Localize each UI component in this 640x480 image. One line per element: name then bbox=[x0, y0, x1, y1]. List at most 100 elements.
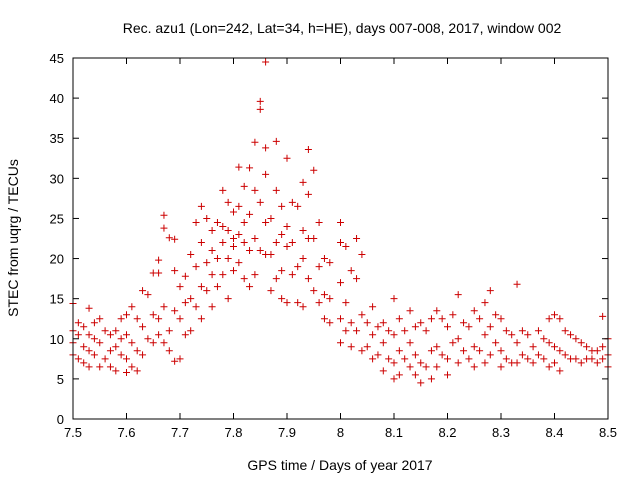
data-point bbox=[155, 256, 163, 264]
y-tick-label: 30 bbox=[50, 171, 64, 186]
x-tick-label: 8.5 bbox=[599, 425, 617, 440]
x-tick-label: 8.3 bbox=[492, 425, 510, 440]
y-axis-label: STEC from uqrg / TECUs bbox=[5, 159, 21, 317]
y-tick-label: 20 bbox=[50, 252, 64, 267]
data-point bbox=[96, 339, 104, 347]
data-point bbox=[454, 359, 462, 367]
data-point bbox=[497, 347, 505, 355]
data-point bbox=[160, 339, 168, 347]
data-point bbox=[406, 307, 414, 315]
data-point bbox=[406, 339, 414, 347]
data-point bbox=[246, 210, 254, 218]
data-point bbox=[171, 357, 179, 365]
data-point bbox=[353, 327, 361, 335]
data-point bbox=[310, 235, 318, 242]
data-point bbox=[197, 315, 205, 323]
data-point bbox=[128, 303, 136, 311]
data-point bbox=[513, 280, 521, 288]
data-point bbox=[181, 299, 189, 307]
data-point bbox=[379, 367, 387, 375]
data-point bbox=[470, 343, 478, 351]
x-axis-label: GPS time / Days of year 2017 bbox=[247, 457, 432, 473]
data-point bbox=[112, 367, 120, 375]
data-point bbox=[155, 315, 163, 323]
data-point bbox=[219, 186, 227, 194]
data-point bbox=[133, 367, 141, 375]
data-point bbox=[599, 343, 607, 351]
data-point bbox=[197, 283, 205, 291]
data-point bbox=[444, 355, 451, 363]
x-tick-label: 7.5 bbox=[64, 425, 82, 440]
data-point bbox=[417, 379, 425, 387]
data-point bbox=[230, 208, 237, 216]
data-point bbox=[369, 355, 377, 363]
data-point bbox=[486, 323, 494, 331]
data-point bbox=[353, 235, 361, 242]
data-point bbox=[572, 335, 580, 343]
data-point bbox=[444, 323, 451, 331]
data-point bbox=[518, 351, 526, 359]
data-point bbox=[534, 327, 542, 335]
data-point bbox=[577, 359, 585, 367]
data-point bbox=[417, 359, 425, 367]
data-point bbox=[235, 163, 243, 171]
data-point bbox=[294, 263, 302, 271]
data-point bbox=[497, 363, 505, 371]
data-point bbox=[460, 319, 468, 327]
data-point bbox=[112, 327, 120, 335]
data-point bbox=[481, 299, 489, 307]
data-point bbox=[278, 202, 286, 210]
data-point bbox=[454, 291, 462, 299]
data-point bbox=[101, 355, 109, 363]
data-point bbox=[411, 323, 419, 331]
data-point bbox=[342, 299, 350, 307]
y-tick-label: 5 bbox=[57, 372, 64, 387]
data-point bbox=[262, 58, 270, 66]
data-point bbox=[427, 347, 435, 355]
data-point bbox=[320, 315, 328, 323]
data-point bbox=[358, 347, 366, 355]
data-point bbox=[74, 355, 82, 363]
data-point bbox=[337, 218, 344, 226]
data-point bbox=[165, 327, 173, 335]
data-point bbox=[315, 299, 323, 307]
data-point bbox=[128, 339, 136, 347]
data-point bbox=[337, 279, 344, 287]
data-point bbox=[529, 359, 537, 367]
data-point bbox=[74, 319, 82, 327]
data-point bbox=[139, 351, 147, 359]
data-point bbox=[422, 327, 430, 335]
data-point bbox=[192, 263, 200, 271]
data-point bbox=[433, 307, 441, 315]
data-point bbox=[256, 97, 264, 105]
data-point bbox=[160, 211, 168, 219]
data-point bbox=[385, 327, 393, 335]
data-point bbox=[224, 226, 232, 234]
data-point bbox=[299, 255, 307, 263]
data-point bbox=[320, 255, 328, 263]
data-point bbox=[406, 363, 414, 371]
data-point bbox=[90, 319, 98, 327]
data-point bbox=[117, 335, 125, 343]
data-point bbox=[123, 331, 130, 339]
data-point bbox=[342, 243, 350, 251]
data-point bbox=[160, 303, 168, 311]
data-point bbox=[492, 339, 500, 347]
data-point bbox=[235, 259, 243, 267]
data-point bbox=[133, 315, 141, 323]
data-point bbox=[326, 295, 334, 303]
data-point bbox=[272, 239, 280, 247]
data-point bbox=[288, 271, 296, 279]
y-tick-label: 0 bbox=[57, 412, 64, 427]
data-point bbox=[390, 295, 398, 303]
data-point bbox=[192, 303, 200, 311]
data-point bbox=[90, 335, 98, 343]
data-point bbox=[470, 363, 478, 371]
data-point bbox=[427, 315, 435, 323]
data-point bbox=[551, 311, 558, 319]
data-point bbox=[369, 303, 377, 311]
data-point bbox=[385, 355, 393, 363]
data-point bbox=[545, 363, 553, 371]
data-point bbox=[176, 315, 184, 323]
data-point bbox=[262, 144, 270, 152]
